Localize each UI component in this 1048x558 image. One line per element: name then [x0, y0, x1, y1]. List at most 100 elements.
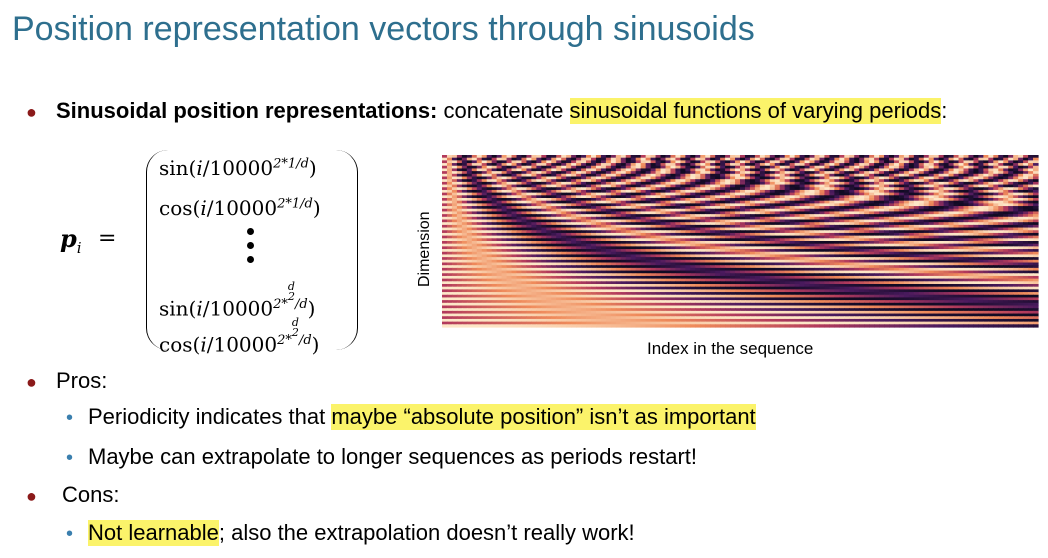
heatmap-cell [536, 254, 542, 258]
heatmap-cell [551, 219, 557, 223]
heatmap-cell [551, 224, 557, 229]
heatmap-cell [635, 227, 642, 231]
heatmap-cell [744, 238, 751, 242]
heatmap-cell [948, 168, 955, 172]
heatmap-cell [744, 195, 751, 199]
heatmap-cell [446, 176, 453, 180]
heatmap-cell [784, 222, 791, 226]
heatmap-cell [725, 198, 731, 202]
heatmap-cell [571, 179, 577, 183]
heatmap-cell [824, 208, 830, 213]
heatmap-cell [844, 198, 850, 202]
heatmap-cell [675, 249, 681, 253]
heatmap-cell [710, 230, 716, 234]
heatmap-cell [1023, 198, 1029, 202]
heatmap-cell [605, 230, 612, 234]
heatmap-cell [536, 155, 542, 159]
heatmap-cell [561, 222, 567, 226]
heatmap-cell [983, 219, 989, 223]
heatmap-cell [928, 192, 935, 196]
heatmap-cell [446, 235, 453, 239]
heatmap-cell [764, 251, 771, 256]
heatmap-cell [744, 227, 751, 231]
heatmap-cell [660, 179, 667, 183]
heatmap-cell [685, 165, 691, 170]
heatmap-cell [938, 224, 945, 229]
heatmap-cell [864, 216, 870, 221]
heatmap-cell [486, 208, 493, 213]
heatmap-cell [670, 259, 677, 264]
heatmap-cell [466, 171, 473, 175]
heatmap-cell [640, 198, 647, 202]
heatmap-cell [784, 200, 791, 204]
heatmap-cell [591, 254, 597, 258]
heatmap-cell [749, 235, 756, 239]
heatmap-cell [819, 179, 826, 183]
heatmap-cell [546, 235, 552, 239]
heatmap-cell [749, 227, 756, 231]
heatmap-cell [834, 214, 840, 218]
heatmap-cell [466, 254, 473, 258]
heatmap-cell [809, 257, 816, 261]
heatmap-cell [998, 243, 1004, 247]
heatmap-cell [591, 216, 597, 221]
heatmap-cell [809, 211, 816, 215]
heatmap-cell [730, 219, 736, 223]
heatmap-cell [983, 257, 989, 261]
heatmap-cell [923, 206, 930, 210]
heatmap-cell [456, 214, 463, 218]
heatmap-cell [442, 224, 448, 229]
heatmap-cell [829, 157, 835, 161]
heatmap-cell [993, 230, 999, 234]
heatmap-cell [814, 249, 821, 253]
heatmap-cell [501, 184, 508, 188]
heatmap-cell [571, 165, 577, 170]
heatmap-cell [695, 216, 701, 221]
heatmap-cell [769, 232, 776, 237]
heatmap-cell [1003, 189, 1009, 194]
heatmap-cell [978, 181, 984, 186]
heatmap-cell [655, 227, 662, 231]
heatmap-cell [849, 243, 855, 247]
heatmap-cell [804, 222, 811, 226]
heatmap-cell [680, 192, 686, 196]
heatmap-cell [561, 163, 567, 167]
heatmap-cell [749, 192, 756, 196]
heatmap-cell [893, 198, 900, 202]
heatmap-cell [814, 243, 821, 247]
heatmap-cell [943, 230, 950, 234]
heatmap-cell [740, 227, 746, 231]
heatmap-cell [546, 265, 552, 269]
heatmap-cell [834, 238, 840, 242]
heatmap-cell [581, 243, 587, 247]
heatmap-cell [442, 192, 448, 196]
heatmap-cell [963, 251, 970, 256]
heatmap-cell [864, 230, 870, 234]
heatmap-cell [516, 241, 523, 245]
heatmap-cell [670, 232, 677, 237]
heatmap-cell [1013, 184, 1019, 188]
heatmap-cell [819, 168, 826, 172]
heatmap-cell [680, 241, 686, 245]
heatmap-cell [1018, 246, 1024, 250]
heatmap-cell [1008, 230, 1014, 234]
heatmap-cell [506, 265, 513, 269]
heatmap-cell [481, 230, 488, 234]
heatmap-cell [541, 257, 547, 261]
heatmap-cell [670, 265, 677, 269]
heatmap-cell [526, 198, 532, 202]
heatmap-cell [586, 200, 592, 204]
heatmap-cell [1023, 243, 1029, 247]
heatmap-cell [610, 157, 617, 161]
heatmap-cell [973, 251, 979, 256]
heatmap-cell [446, 246, 453, 250]
heatmap-cell [516, 157, 523, 161]
heatmap-cell [943, 160, 950, 164]
heatmap-cell [730, 165, 736, 170]
heatmap-cell [963, 259, 970, 264]
heatmap-cell [650, 232, 657, 237]
heatmap-cell [864, 176, 870, 180]
heatmap-cell [536, 163, 542, 167]
heatmap-cell [869, 249, 875, 253]
heatmap-cell [1013, 254, 1019, 258]
